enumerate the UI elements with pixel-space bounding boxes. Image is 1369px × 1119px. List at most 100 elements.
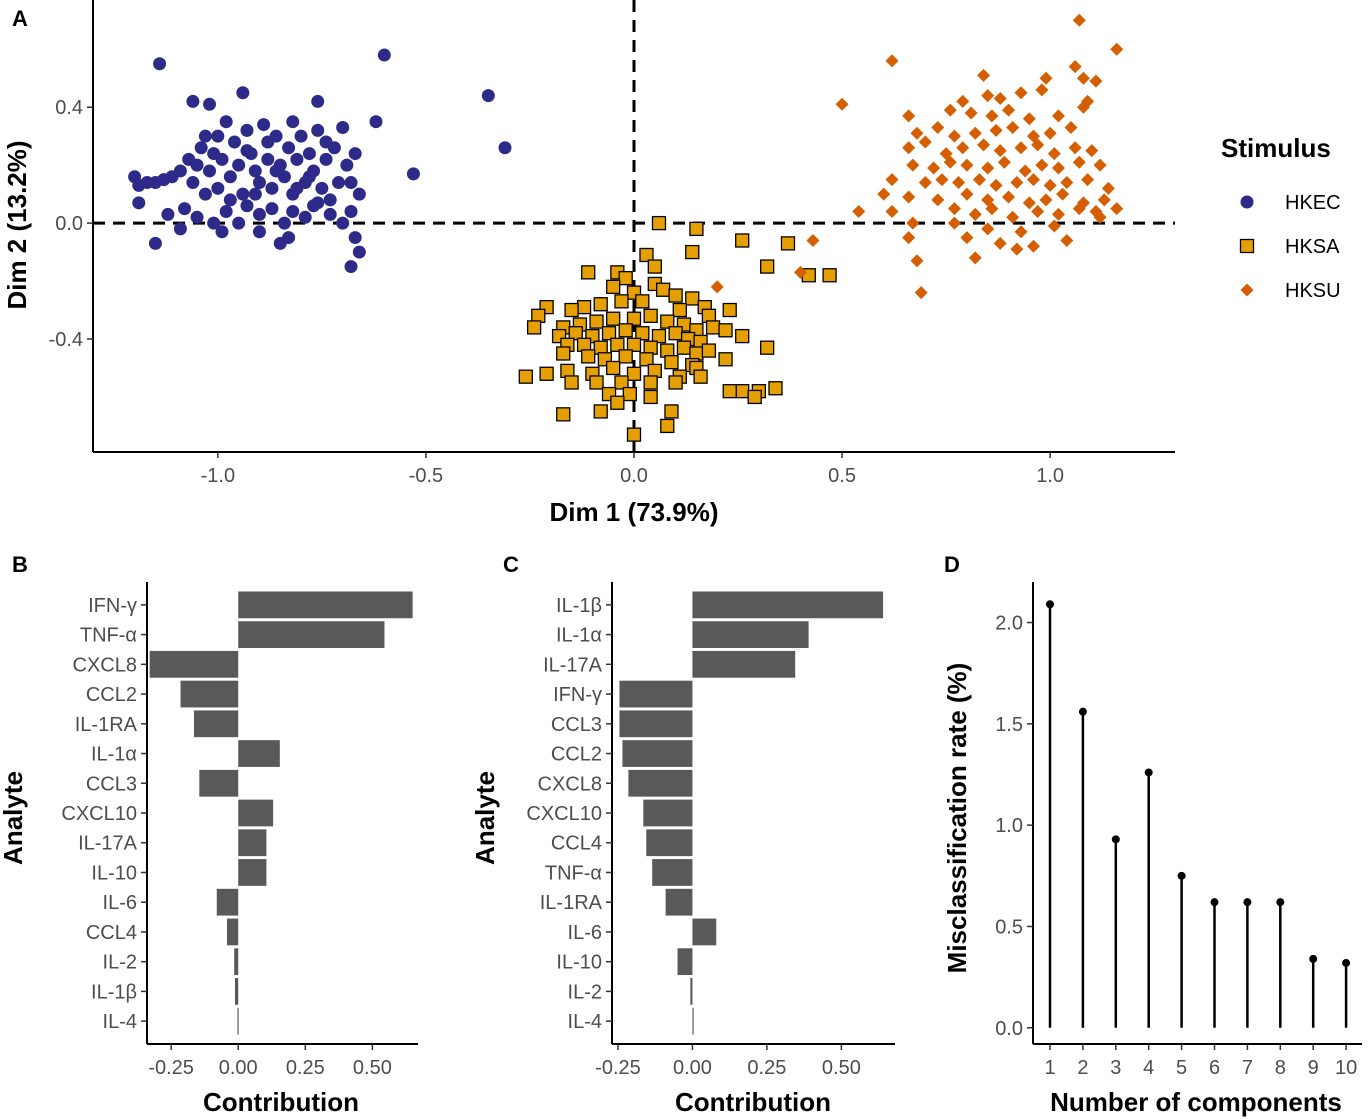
point-hksa xyxy=(564,302,579,318)
point-hkec xyxy=(298,210,312,224)
point-hksu xyxy=(910,254,924,268)
x-tick-label: 0.00 xyxy=(673,1057,712,1079)
point-hksu xyxy=(1068,141,1082,155)
point-hksu xyxy=(1051,161,1065,175)
bar-ccl4 xyxy=(226,918,239,946)
point-hksu xyxy=(1027,173,1041,187)
y-tick-label: CCL2 xyxy=(551,744,602,766)
point-hksa xyxy=(693,369,708,384)
point-hksu xyxy=(1039,193,1053,207)
point-hksu xyxy=(835,97,849,111)
point-hksu xyxy=(1072,202,1086,216)
point-hksu xyxy=(981,222,995,236)
y-tick-label: TNF-α xyxy=(80,625,137,647)
point-7 xyxy=(1243,898,1252,907)
point-hksu xyxy=(997,155,1011,169)
point-hksu xyxy=(1039,71,1053,85)
legend-label-hksa: HKSA xyxy=(1285,236,1340,258)
point-hkec xyxy=(240,123,254,137)
y-tick-label: IL-17A xyxy=(543,654,603,676)
point-hksa xyxy=(689,221,704,237)
y-tick-label: CCL2 xyxy=(86,684,137,706)
legend-label-hkec: HKEC xyxy=(1285,192,1341,214)
scatter-points xyxy=(128,13,1124,442)
point-hkec xyxy=(265,181,279,195)
y-tick-label: CXCL8 xyxy=(538,773,602,795)
point-hksa xyxy=(643,389,658,405)
point-hksu xyxy=(1002,190,1016,204)
point-hkec xyxy=(252,176,266,190)
point-5 xyxy=(1177,871,1186,880)
point-hksu xyxy=(960,231,974,245)
point-hkec xyxy=(344,205,358,219)
panel-a-scatter: -1.0 -0.5 0.0 0.5 1.0 -0.4 0.0 0.4 Dim 1 (73.9%… xyxy=(2,0,1341,527)
x-tick-label: 0.25 xyxy=(286,1057,325,1079)
point-hkec xyxy=(219,115,233,129)
point-hksu xyxy=(993,92,1007,106)
point-hkec xyxy=(173,222,187,236)
point-hksu xyxy=(964,106,978,120)
point-hkec xyxy=(257,118,271,132)
point-hksa xyxy=(760,340,775,355)
point-hkec xyxy=(248,187,262,201)
x-tick-label: 0.5 xyxy=(828,465,856,487)
point-hksu xyxy=(960,158,974,172)
point-hksu xyxy=(1072,155,1086,169)
point-hksa xyxy=(718,323,733,338)
point-hkec xyxy=(261,135,275,149)
bar-il-1 xyxy=(692,591,884,619)
point-hksu xyxy=(877,187,891,201)
x-tick-label: 0.50 xyxy=(353,1057,392,1079)
point-hksa xyxy=(643,375,658,390)
point-hksa xyxy=(556,407,571,422)
point-hkec xyxy=(323,193,337,207)
point-hksu xyxy=(1014,141,1028,155)
point-hksa xyxy=(614,375,629,390)
point-hksu xyxy=(1022,112,1036,126)
x-tick-label: 7 xyxy=(1242,1057,1253,1079)
point-1 xyxy=(1046,600,1054,609)
x-tick-label: 0.00 xyxy=(219,1057,258,1079)
point-hkec xyxy=(240,144,254,158)
point-hksa xyxy=(639,247,654,263)
point-hksu xyxy=(1047,219,1061,233)
point-hkec xyxy=(227,135,241,149)
point-hksa xyxy=(643,308,658,323)
point-hksa xyxy=(518,369,533,384)
point-hksu xyxy=(1064,120,1078,134)
point-hkec xyxy=(232,158,246,172)
point-hkec xyxy=(178,202,192,216)
bar-cxcl8 xyxy=(149,650,239,678)
axis-ticks: 1 2 3 4 5 6 7 8 9 10 0.0 0.5 1.0 1.5 2.0 xyxy=(995,613,1357,1079)
point-hksa xyxy=(668,326,683,341)
point-hksu xyxy=(1072,13,1086,27)
point-hkec xyxy=(148,236,162,250)
y-tick-label: 1.5 xyxy=(995,714,1023,736)
bar-il-4 xyxy=(692,1007,694,1035)
x-tick-label: 0.0 xyxy=(620,465,648,487)
point-hksu xyxy=(993,236,1007,250)
point-hksu xyxy=(1056,187,1070,201)
point-hksa xyxy=(822,268,837,283)
point-hksa xyxy=(668,375,683,390)
point-hkec xyxy=(198,187,212,201)
series-hksa xyxy=(518,215,837,442)
panel-label-d: D xyxy=(944,552,960,577)
bar-il-1ra xyxy=(193,710,239,738)
point-hksu xyxy=(918,176,932,190)
point-hkec xyxy=(311,123,325,137)
point-hksa xyxy=(593,404,608,419)
point-hksa xyxy=(556,346,571,361)
y-tick-label: IFN-γ xyxy=(553,684,602,706)
point-hksu xyxy=(981,89,995,103)
point-9 xyxy=(1309,954,1318,963)
legend: Stimulus HKEC HKSA HKSU xyxy=(1221,133,1341,302)
point-hksa xyxy=(606,360,621,376)
point-hksu xyxy=(1051,109,1065,123)
point-hksu xyxy=(1018,164,1032,178)
bar-il-17a xyxy=(692,650,796,678)
y-axis-title: Misclassification rate (%) xyxy=(942,663,972,974)
point-hksu xyxy=(914,286,928,300)
axis-ticks: IL-1β IL-1α IL-17A IFN-γ CCL3 CCL2 CXCL8 CXCL10… xyxy=(526,595,860,1079)
point-hksa xyxy=(651,328,667,344)
